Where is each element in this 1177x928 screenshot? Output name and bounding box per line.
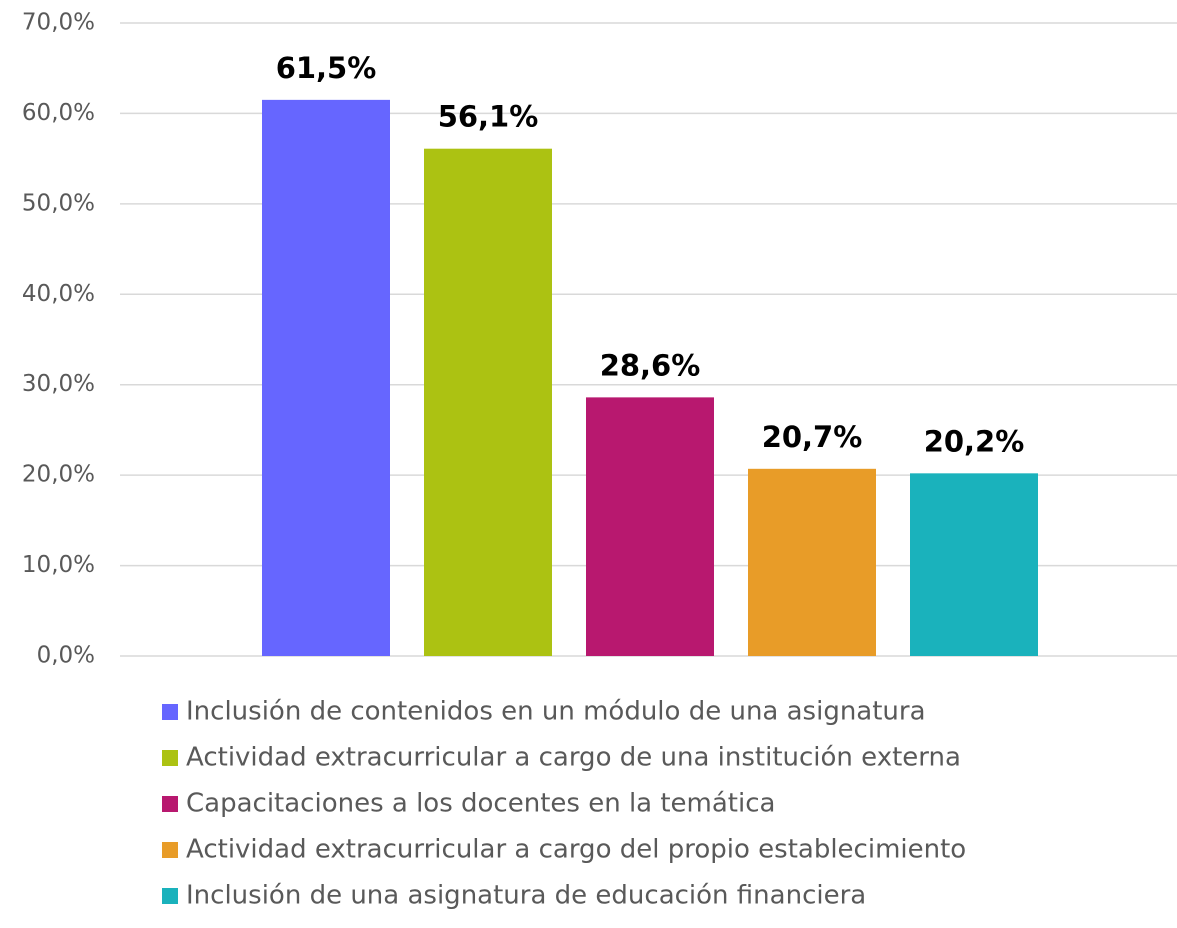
data-label: 28,6% (600, 348, 701, 382)
legend-swatch (162, 750, 178, 766)
y-tick-label: 70,0% (22, 10, 95, 36)
bar (748, 468, 876, 656)
bar (424, 148, 552, 656)
y-tick-label: 10,0% (22, 552, 95, 578)
bar (910, 473, 1038, 656)
data-label: 56,1% (438, 100, 539, 134)
y-tick-label: 0,0% (37, 643, 95, 669)
legend-label: Capacitaciones a los docentes en la temá… (186, 789, 775, 819)
legend-swatch (162, 888, 178, 904)
legend-swatch (162, 842, 178, 858)
data-label: 20,7% (762, 420, 863, 454)
legend-label: Actividad extracurricular a cargo de una… (186, 743, 961, 773)
bar (262, 99, 390, 657)
y-tick-label: 40,0% (22, 281, 95, 307)
bar (586, 397, 714, 656)
y-tick-label: 30,0% (22, 371, 95, 397)
legend-label: Inclusión de una asignatura de educación… (186, 881, 866, 911)
y-tick-label: 50,0% (22, 190, 95, 216)
data-label: 61,5% (276, 51, 377, 85)
legend-label: Actividad extracurricular a cargo del pr… (186, 835, 966, 865)
legend-label: Inclusión de contenidos en un módulo de … (186, 697, 926, 727)
legend-swatch (162, 796, 178, 812)
data-label: 20,2% (924, 424, 1025, 458)
y-tick-label: 20,0% (22, 462, 95, 488)
y-tick-label: 60,0% (22, 100, 95, 126)
legend-swatch (162, 704, 178, 720)
